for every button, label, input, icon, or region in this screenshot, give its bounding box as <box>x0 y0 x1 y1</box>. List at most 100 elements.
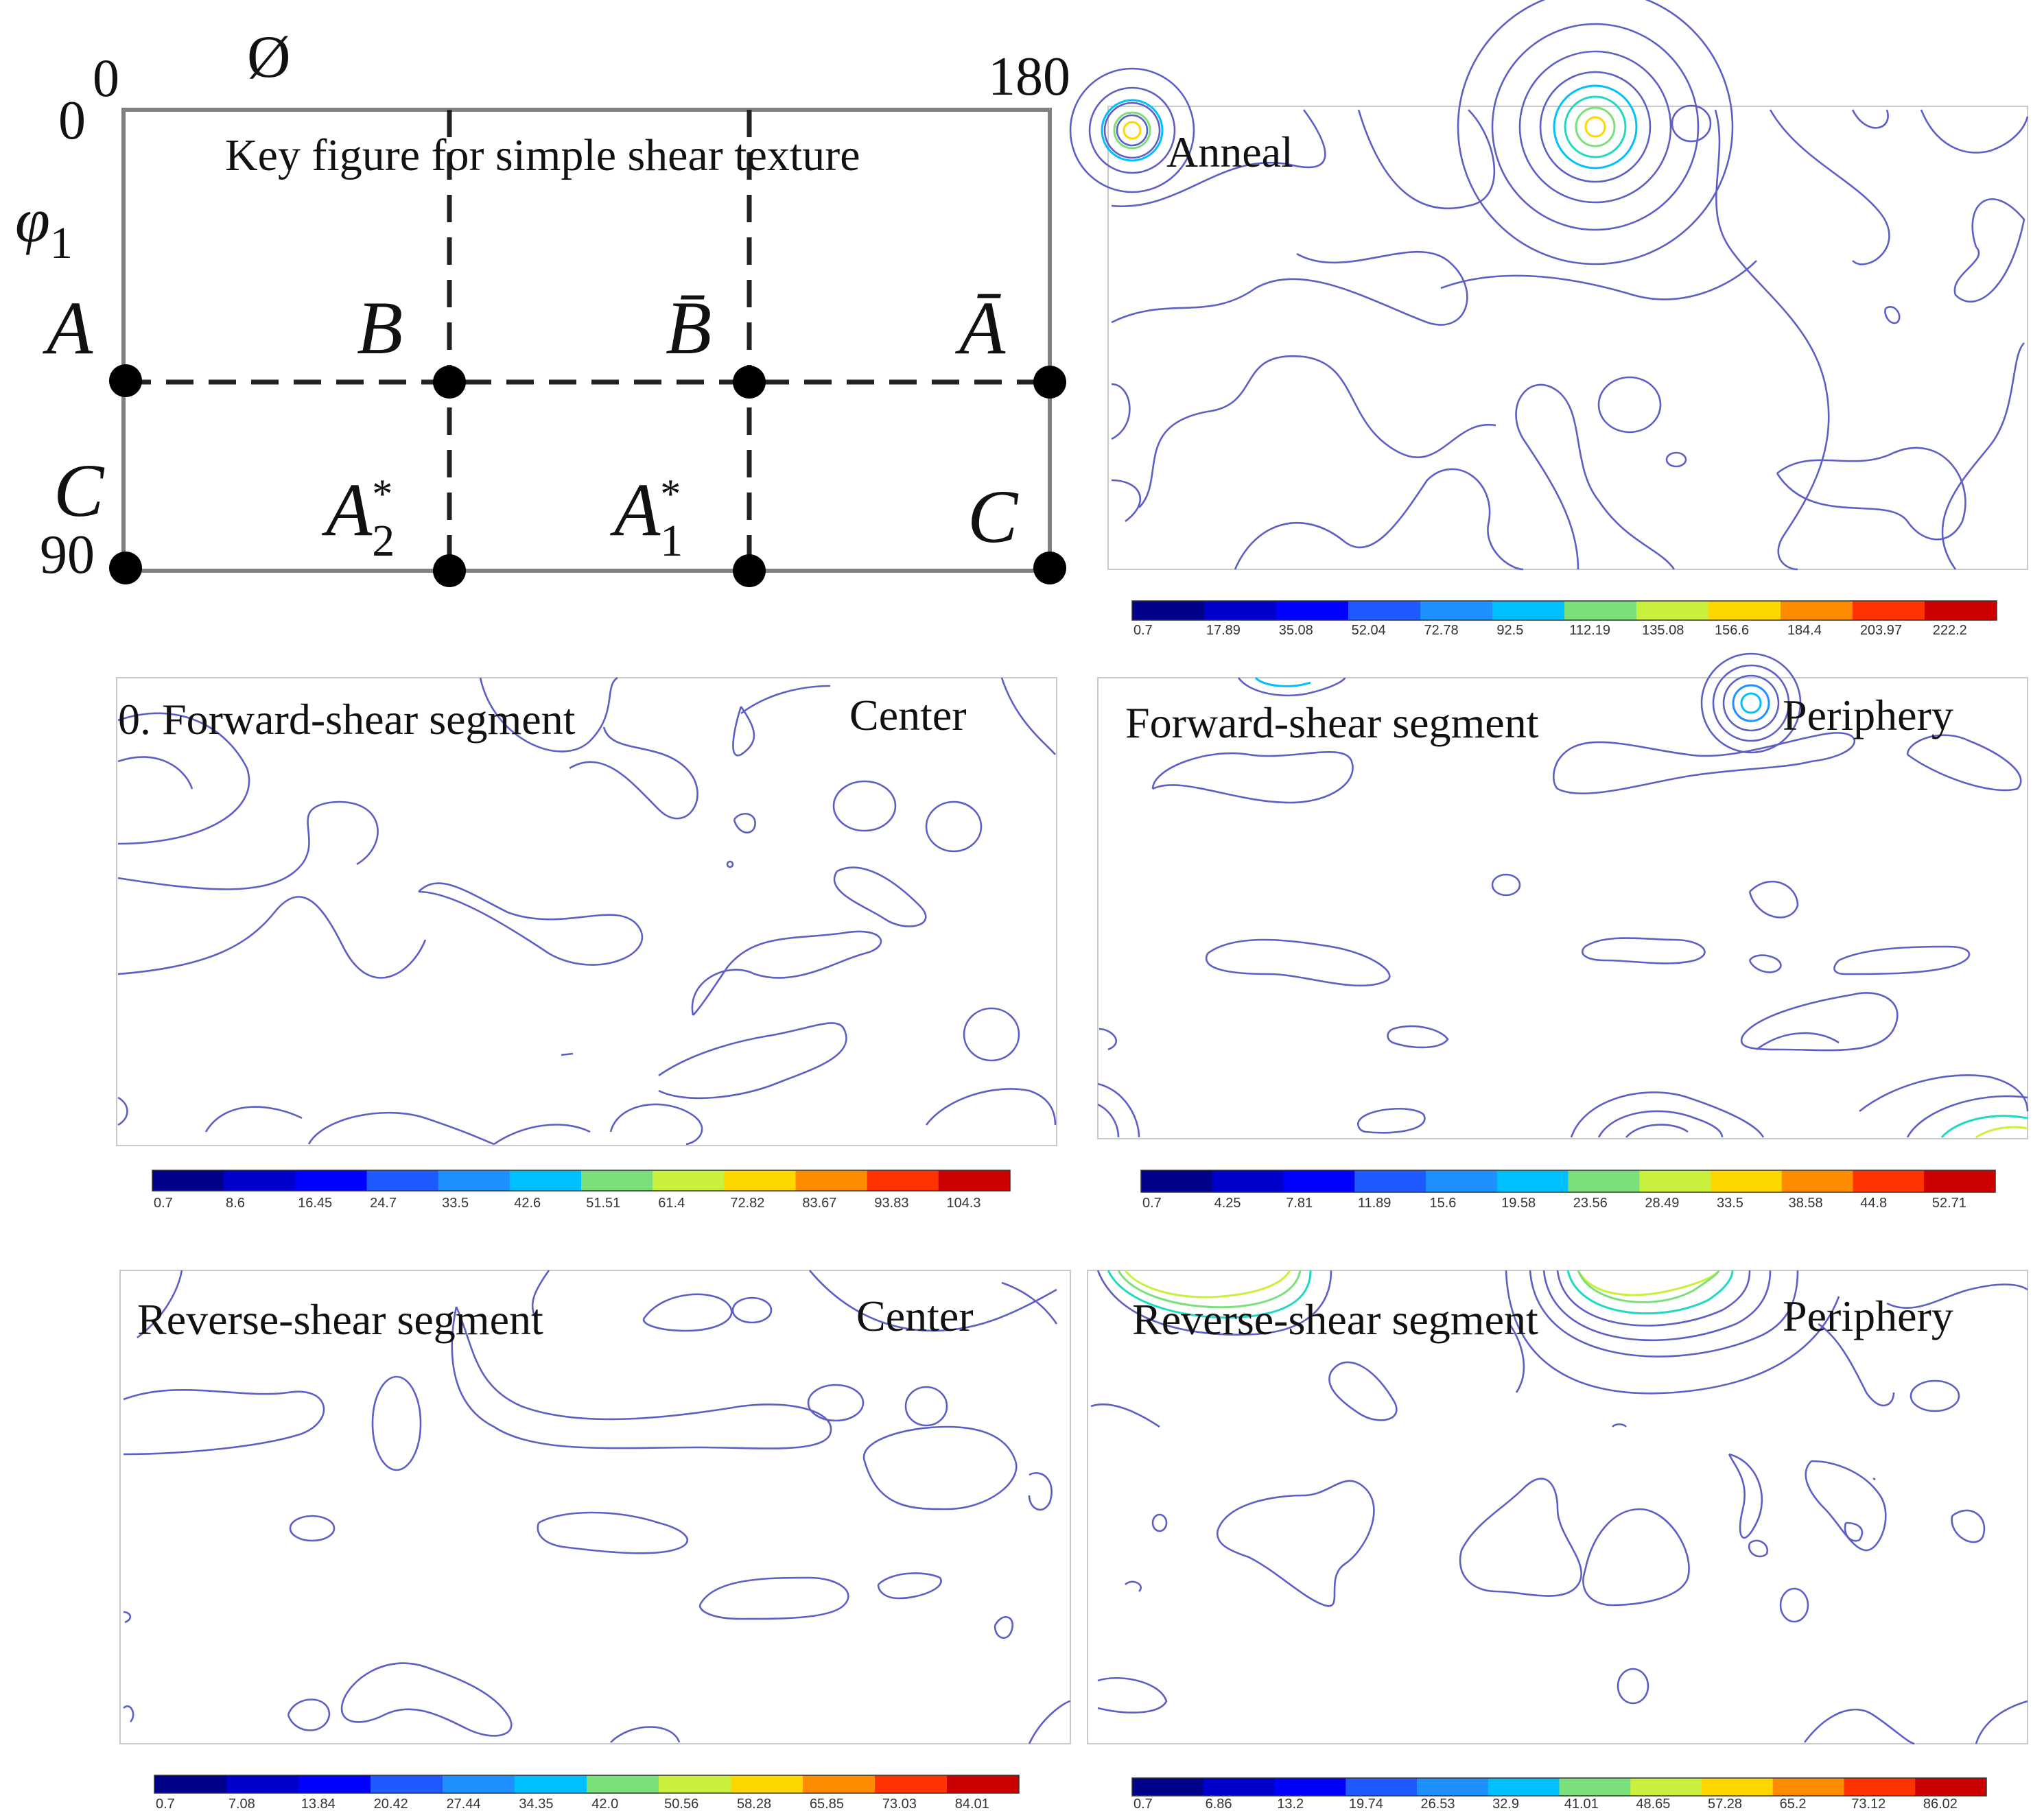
colorbar-tick-label: 7.08 <box>228 1797 255 1812</box>
colorbar-swatch <box>867 1170 939 1191</box>
odf-panel-forward-center: 0.7 8.6 16.45 24.7 33.5 42.6 51.51 61.4 72.82 83.… <box>116 676 1057 1211</box>
colorbar-swatch <box>224 1170 296 1191</box>
colorbar-swatch <box>1354 1170 1426 1192</box>
colorbar-tick-label: 156.6 <box>1715 623 1749 638</box>
colorbar-tick-label: 35.08 <box>1279 623 1313 638</box>
colorbar-tick-label: 7.81 <box>1286 1196 1313 1211</box>
colorbar-swatch <box>371 1775 443 1793</box>
colorbar-tick-label: 72.82 <box>730 1196 764 1211</box>
colorbar-tick-label: 26.53 <box>1420 1797 1455 1812</box>
colorbar-tick-label: 4.25 <box>1214 1196 1241 1211</box>
colorbar-tick-label: 17.89 <box>1206 623 1241 638</box>
label-a1: A* 1 <box>609 468 683 566</box>
odf-panel-forward-periphery: 0.7 4.25 7.81 11.89 15.6 19.58 23.56 28.49 33.5 3… <box>1097 652 2029 1211</box>
colorbar-swatch <box>1204 601 1277 620</box>
label-c-right: C <box>967 475 1019 558</box>
colorbar-tick-label: 16.45 <box>298 1196 332 1211</box>
odf-colorbar: 0.7 4.25 7.81 11.89 15.6 19.58 23.56 28.49 33.5 3… <box>1140 1170 1996 1211</box>
colorbar-swatch <box>875 1775 948 1793</box>
label-a: A <box>42 286 93 370</box>
colorbar-swatch <box>438 1170 510 1191</box>
colorbar-swatch <box>1274 1778 1346 1796</box>
colorbar-tick-label: 58.28 <box>737 1797 771 1812</box>
colorbar-tick-label: 93.83 <box>874 1196 908 1211</box>
colorbar-swatch <box>1559 1778 1631 1796</box>
colorbar-swatch <box>298 1775 371 1793</box>
panel-label: 0. Forward-shear segment <box>118 695 576 744</box>
phi-end-label: 180 <box>988 47 1070 107</box>
point-a1 <box>733 554 766 587</box>
colorbar-swatch <box>1702 1778 1774 1796</box>
label-b: B <box>357 286 403 370</box>
colorbar-swatch <box>1420 601 1493 620</box>
colorbar-tick-label: 42.6 <box>514 1196 541 1211</box>
colorbar-swatch <box>581 1170 653 1191</box>
phi-start-label: 0 <box>93 48 119 108</box>
odf-contours <box>1090 1270 2028 1745</box>
colorbar-tick-label: 23.56 <box>1573 1196 1608 1211</box>
colorbar-tick-label: 33.5 <box>1717 1196 1743 1211</box>
colorbar-swatch <box>509 1170 582 1191</box>
colorbar-tick-label: 50.56 <box>664 1797 698 1812</box>
point-bbar <box>733 366 766 399</box>
colorbar-tick-label: 203.97 <box>1860 623 1902 638</box>
odf-panel-anneal: 0.7 17.89 35.08 52.04 72.78 92.5 112.19 135.08 1… <box>1069 0 2029 638</box>
colorbar-tick-label: 42.0 <box>591 1797 618 1812</box>
colorbar-swatch <box>1924 1170 1996 1192</box>
colorbar-tick-label: 52.71 <box>1932 1196 1966 1211</box>
colorbar-swatch <box>1708 601 1781 620</box>
colorbar-tick-label: 33.5 <box>442 1196 469 1211</box>
colorbar-tick-label: 34.35 <box>519 1797 553 1812</box>
colorbar-tick-label: 51.51 <box>586 1196 620 1211</box>
colorbar-tick-label: 6.86 <box>1206 1797 1232 1812</box>
colorbar-tick-label: 0.7 <box>1142 1196 1162 1211</box>
colorbar-swatch <box>1212 1170 1284 1192</box>
panel-region-label: Center <box>849 691 967 739</box>
colorbar-swatch <box>1283 1170 1355 1192</box>
colorbar-swatch <box>1781 601 1853 620</box>
colorbar-swatch <box>653 1170 725 1191</box>
panel-label: Forward-shear segment <box>1125 698 1539 747</box>
odf-panel-reverse-periphery: 0.7 6.86 13.2 19.74 26.53 32.9 41.01 48.65 57.28… <box>1087 1270 2028 1812</box>
colorbar-swatch <box>1925 601 1997 620</box>
colorbar-tick-label: 83.67 <box>802 1196 836 1211</box>
colorbar-swatch <box>1417 1778 1489 1796</box>
colorbar-tick-label: 13.84 <box>301 1797 336 1812</box>
colorbar-swatch <box>1496 1170 1569 1192</box>
colorbar-border <box>1140 1170 1996 1193</box>
point-c-right <box>1033 552 1066 584</box>
colorbar-border <box>154 1775 1020 1794</box>
colorbar-swatch <box>226 1775 299 1793</box>
odf-plot-frame <box>116 677 1057 1146</box>
colorbar-tick-label: 27.44 <box>447 1797 481 1812</box>
colorbar-swatch <box>1844 1778 1916 1796</box>
colorbar-swatch <box>366 1170 439 1191</box>
colorbar-tick-label: 57.28 <box>1708 1797 1742 1812</box>
colorbar-swatch <box>659 1775 731 1793</box>
colorbar-swatch <box>1132 601 1205 620</box>
colorbar-tick-label: 65.2 <box>1780 1797 1807 1812</box>
odf-plot-frame <box>1107 106 2028 570</box>
panel-region-label: Periphery <box>1783 691 1953 739</box>
colorbar-swatch <box>443 1775 515 1793</box>
colorbar-tick-label: 0.7 <box>1133 1797 1153 1812</box>
colorbar-tick-label: 41.01 <box>1564 1797 1599 1812</box>
colorbar-tick-label: 73.12 <box>1851 1797 1886 1812</box>
colorbar-tick-label: 15.6 <box>1429 1196 1456 1211</box>
colorbar-tick-label: 135.08 <box>1642 623 1684 638</box>
odf-contours <box>1097 652 2029 1139</box>
point-abar <box>1033 366 1066 399</box>
colorbar-swatch <box>1132 1778 1204 1796</box>
colorbar-swatch <box>1492 601 1565 620</box>
colorbar-swatch <box>154 1775 227 1793</box>
point-b <box>433 366 466 399</box>
phi1-end-label: 90 <box>40 525 95 585</box>
colorbar-swatch <box>1348 601 1421 620</box>
colorbar-swatch <box>1772 1778 1844 1796</box>
point-a2 <box>433 554 466 587</box>
colorbar-border <box>152 1170 1011 1192</box>
colorbar-tick-label: 73.03 <box>882 1797 917 1812</box>
colorbar-tick-label: 92.5 <box>1496 623 1523 638</box>
colorbar-tick-label: 104.3 <box>946 1196 980 1211</box>
colorbar-swatch <box>1630 1778 1702 1796</box>
